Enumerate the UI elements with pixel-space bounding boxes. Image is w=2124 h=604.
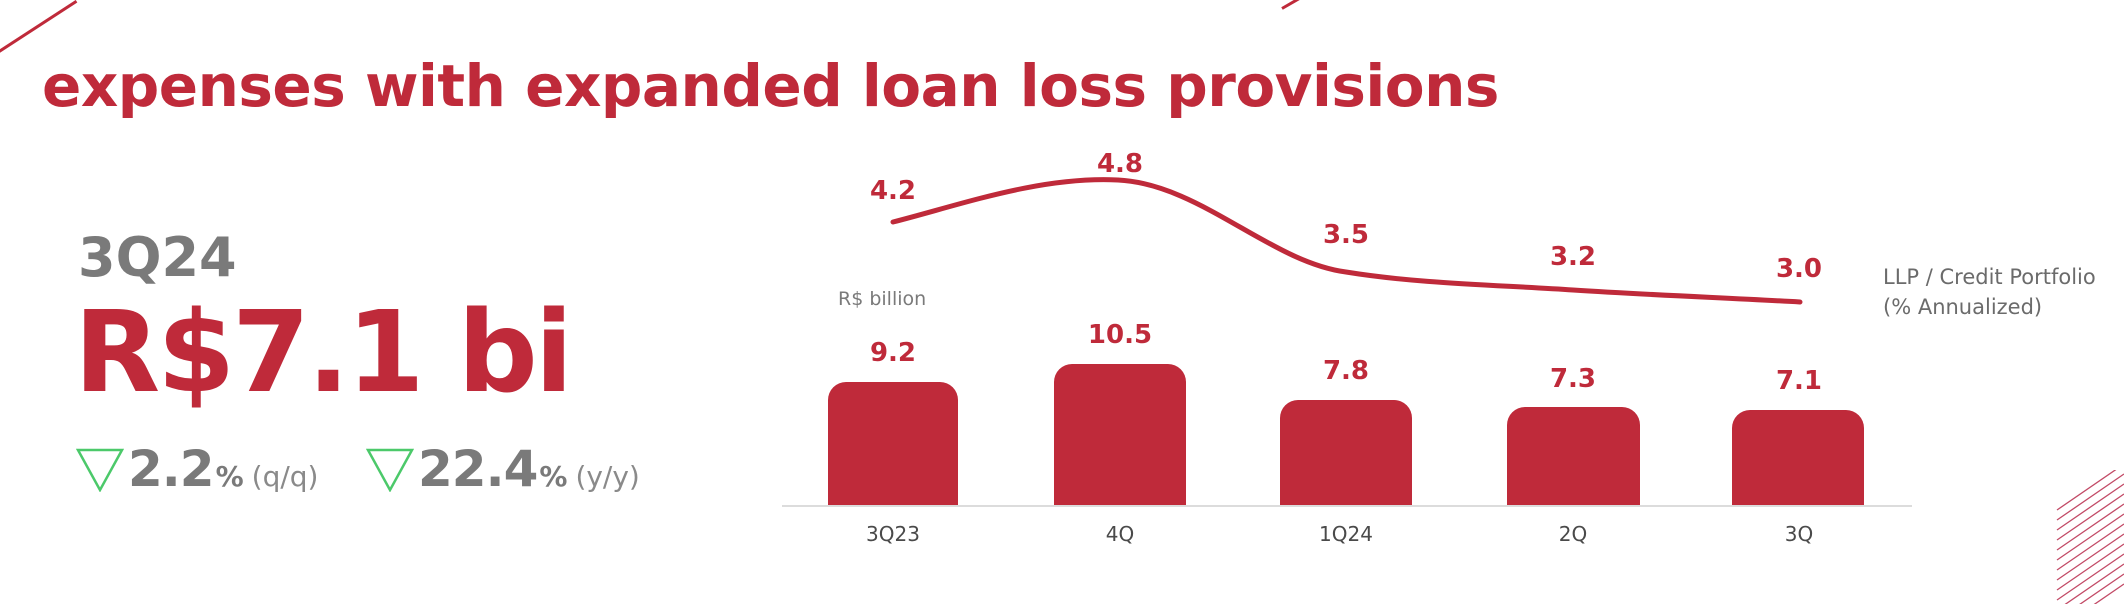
x-tick-1q24: 1Q24 — [1319, 522, 1373, 546]
line-label-1q24: 3.5 — [1322, 220, 1370, 250]
line-label-2q: 3.2 — [1549, 242, 1597, 272]
bar-label-2q: 7.3 — [1549, 364, 1597, 394]
x-axis-line — [782, 505, 1912, 507]
line-label-3q23: 4.2 — [869, 176, 917, 206]
line-label-4q: 4.8 — [1096, 149, 1144, 179]
delta-qoq-period: (q/q) — [251, 460, 319, 493]
delta-qoq: 2.2 % (q/q) — [76, 440, 318, 498]
line-legend: LLP / Credit Portfolio (% Annualized) — [1883, 262, 2096, 322]
delta-yoy-unit: % — [539, 460, 568, 493]
delta-yoy: 22.4 % (y/y) — [366, 440, 640, 498]
decorative-hatch-pattern — [2056, 470, 2124, 604]
bar-2q — [1507, 407, 1640, 506]
delta-qoq-unit: % — [215, 460, 244, 493]
highlight-value: R$7.1 bi — [74, 288, 573, 418]
x-tick-3q23: 3Q23 — [866, 522, 920, 546]
delta-yoy-period: (y/y) — [575, 460, 640, 493]
chart-unit-label: R$ billion — [838, 288, 927, 310]
line-label-3q: 3.0 — [1775, 254, 1823, 284]
down-triangle-icon — [366, 448, 414, 492]
bar-label-1q24: 7.8 — [1322, 356, 1370, 386]
bar-3q23 — [828, 382, 958, 506]
bar-label-3q: 7.1 — [1775, 366, 1823, 396]
x-tick-4q: 4Q — [1105, 522, 1135, 546]
x-tick-2q: 2Q — [1558, 522, 1588, 546]
bar-label-3q23: 9.2 — [869, 338, 917, 368]
delta-qoq-value: 2.2 — [128, 440, 215, 498]
bar-4q — [1054, 364, 1186, 506]
down-triangle-icon — [76, 448, 124, 492]
highlight-period: 3Q24 — [78, 226, 237, 289]
slide-title: expenses with expanded loan loss provisi… — [42, 52, 1499, 120]
x-tick-3q: 3Q — [1784, 522, 1814, 546]
bar-3q — [1732, 410, 1864, 506]
bar-label-4q: 10.5 — [1087, 320, 1153, 350]
delta-yoy-value: 22.4 — [418, 440, 538, 498]
bar-1q24 — [1280, 400, 1412, 506]
legend-line-2: (% Annualized) — [1883, 295, 2043, 319]
legend-line-1: LLP / Credit Portfolio — [1883, 265, 2096, 289]
